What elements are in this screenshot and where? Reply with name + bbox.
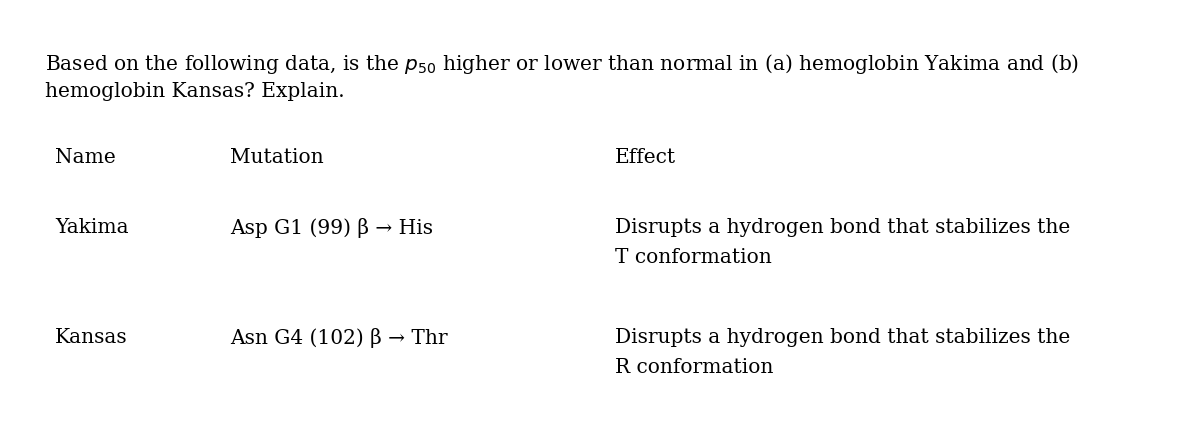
Text: T conformation: T conformation: [616, 248, 772, 267]
Text: Effect: Effect: [616, 148, 676, 167]
Text: Disrupts a hydrogen bond that stabilizes the: Disrupts a hydrogen bond that stabilizes…: [616, 218, 1070, 237]
Text: Asp G1 (99) β → His: Asp G1 (99) β → His: [230, 218, 433, 238]
Text: R conformation: R conformation: [616, 358, 773, 377]
Text: Disrupts a hydrogen bond that stabilizes the: Disrupts a hydrogen bond that stabilizes…: [616, 328, 1070, 347]
Text: hemoglobin Kansas? Explain.: hemoglobin Kansas? Explain.: [46, 82, 344, 101]
Text: Mutation: Mutation: [230, 148, 324, 167]
Text: Asn G4 (102) β → Thr: Asn G4 (102) β → Thr: [230, 328, 448, 348]
Text: Based on the following data, is the $p_{50}$ higher or lower than normal in (a) : Based on the following data, is the $p_{…: [46, 52, 1079, 76]
Text: Kansas: Kansas: [55, 328, 127, 347]
Text: Name: Name: [55, 148, 115, 167]
Text: Yakima: Yakima: [55, 218, 128, 237]
